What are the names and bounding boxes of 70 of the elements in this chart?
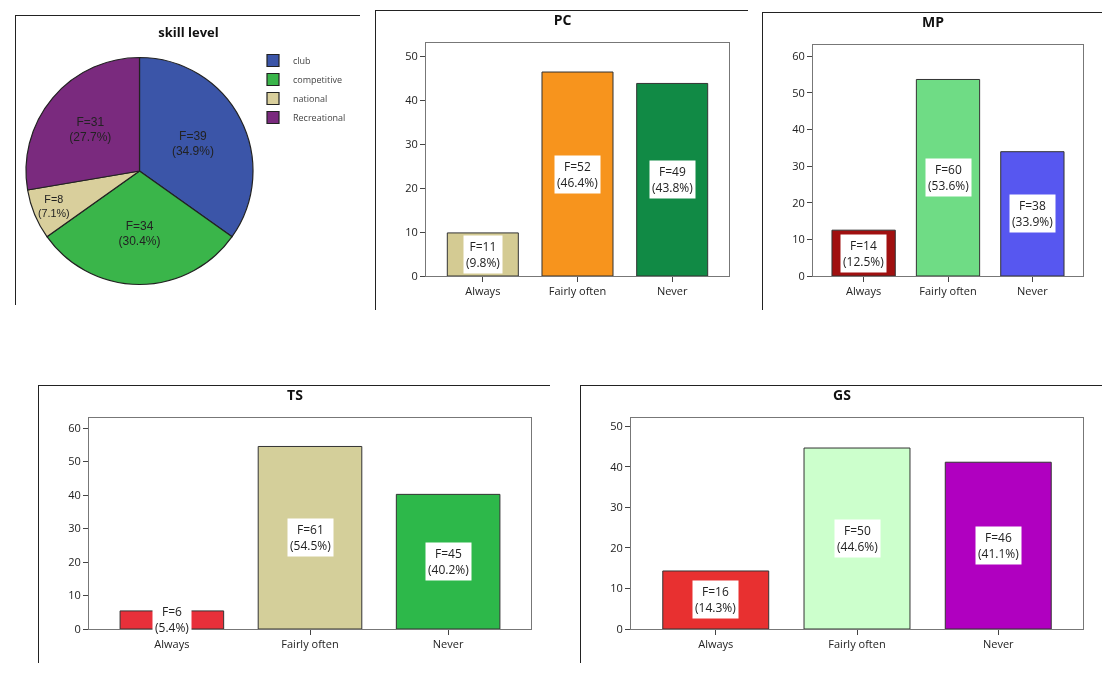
y-tick-label: 0 <box>798 267 805 283</box>
y-tick-label: 50 <box>68 453 81 469</box>
y-tick-label: 20 <box>610 539 623 555</box>
x-tick-label: Always <box>846 283 882 299</box>
x-tick-label: Never <box>982 636 1015 652</box>
data-label: F=52 (46.4%) <box>557 158 599 191</box>
x-tick-label: Fairly often <box>548 283 607 299</box>
bar <box>395 493 501 629</box>
data-label: F=11 (9.8%) <box>466 238 501 271</box>
data-label: F=50 (44.6%) <box>837 522 879 555</box>
y-tick-label: 30 <box>610 499 623 515</box>
y-tick-label: 20 <box>405 179 418 195</box>
data-label: F=39 (34.9%) <box>171 128 214 159</box>
y-tick-label: 30 <box>68 520 81 536</box>
x-tick-label: Fairly often <box>281 636 339 652</box>
y-tick-label: 20 <box>68 553 81 569</box>
data-label: F=8 (7.1%) <box>37 193 70 220</box>
x-tick-label: Never <box>656 283 688 299</box>
y-tick-label: 40 <box>68 486 81 502</box>
y-tick-label: 10 <box>610 580 623 596</box>
data-label: F=49 (43.8%) <box>652 163 694 196</box>
y-tick-label: 60 <box>792 47 805 63</box>
y-tick-label: 10 <box>405 223 418 239</box>
y-tick-label: 0 <box>616 620 623 636</box>
bar <box>257 445 363 629</box>
x-tick-label: Fairly often <box>828 636 886 652</box>
chart-title: skill level <box>158 22 219 41</box>
data-label: F=34 (30.4%) <box>118 218 161 249</box>
data-label: F=38 (33.9%) <box>1012 197 1054 230</box>
legend-label: competitive <box>293 73 343 87</box>
y-tick-label: 0 <box>74 620 81 636</box>
x-tick-label: Always <box>154 636 190 652</box>
x-tick-label: Never <box>1017 283 1049 299</box>
data-label: F=61 (54.5%) <box>290 521 332 554</box>
x-tick-label: Always <box>698 636 734 652</box>
data-label: F=45 (40.2%) <box>428 545 470 578</box>
data-label: F=60 (53.6%) <box>928 161 970 194</box>
bar <box>803 447 911 629</box>
data-label: F=46 (41.1%) <box>978 529 1020 562</box>
bar <box>636 82 709 276</box>
x-tick-label: Always <box>465 283 501 299</box>
y-tick-label: 10 <box>792 231 805 247</box>
legend-label: Recreational <box>293 111 346 125</box>
data-label: F=16 (14.3%) <box>695 583 737 616</box>
y-tick-label: 30 <box>792 157 805 173</box>
bar <box>915 78 981 276</box>
y-tick-label: 50 <box>610 417 623 433</box>
x-tick-label: Fairly often <box>919 283 977 299</box>
y-tick-label: 50 <box>405 48 418 64</box>
legend-label: national <box>293 92 328 106</box>
y-tick-label: 20 <box>792 194 805 210</box>
bar <box>541 71 614 276</box>
y-tick-label: 50 <box>792 84 805 100</box>
y-tick-label: 60 <box>68 419 81 435</box>
y-tick-label: 40 <box>610 458 623 474</box>
legend-label: club <box>293 54 311 68</box>
y-tick-label: 40 <box>792 121 805 137</box>
chart-title: PC <box>553 10 572 30</box>
y-tick-label: 0 <box>411 267 418 283</box>
data-label: F=14 (12.5%) <box>843 237 885 270</box>
chart-title: TS <box>287 384 304 404</box>
chart-title: GS <box>833 384 852 404</box>
data-label: F=6 (5.4%) <box>155 603 190 636</box>
data-label: F=31 (27.7%) <box>69 114 112 145</box>
x-tick-label: Never <box>432 636 464 652</box>
y-tick-label: 30 <box>405 135 418 151</box>
bar <box>944 461 1052 629</box>
y-tick-label: 40 <box>405 92 418 107</box>
chart-title: MP <box>922 12 945 32</box>
y-tick-label: 10 <box>68 587 81 603</box>
